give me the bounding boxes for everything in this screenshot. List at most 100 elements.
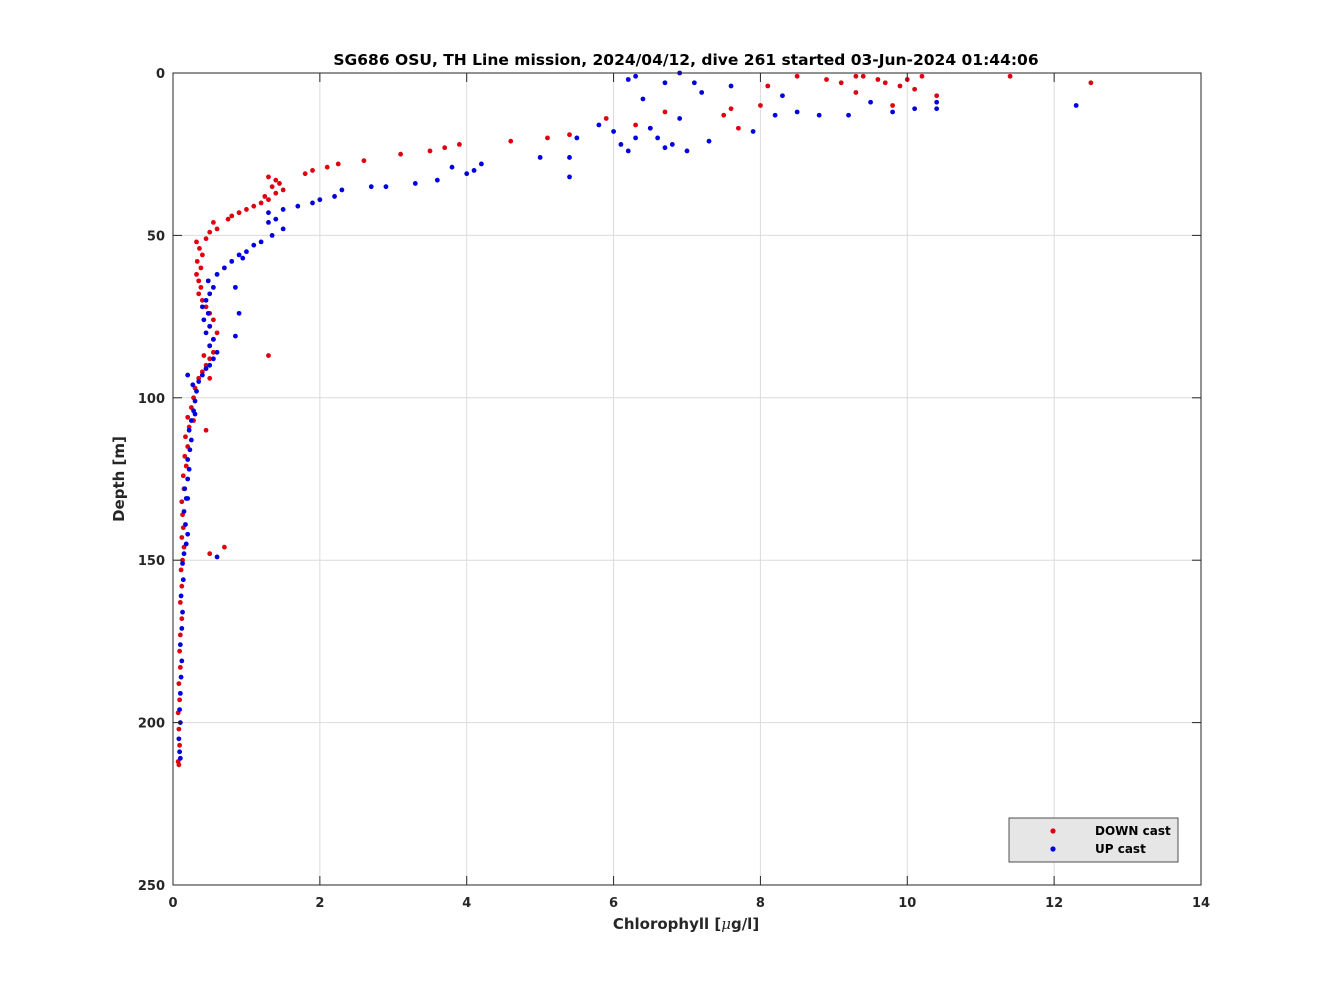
data-point — [1007, 73, 1013, 79]
data-point — [824, 77, 829, 82]
data-point — [236, 210, 242, 216]
data-point — [183, 463, 189, 469]
data-point — [934, 99, 940, 105]
x-axis-label: Chlorophyll [μg/l] — [613, 915, 759, 933]
data-point — [838, 80, 844, 86]
data-point — [199, 304, 205, 310]
data-point — [185, 372, 191, 378]
data-point — [188, 437, 194, 443]
data-point — [210, 336, 216, 342]
data-point — [860, 73, 866, 79]
data-point — [185, 496, 191, 501]
data-point — [203, 297, 209, 303]
data-point — [677, 116, 683, 121]
data-point — [236, 310, 242, 316]
data-point — [207, 356, 213, 362]
data-point — [266, 197, 271, 203]
y-tick-label: 150 — [138, 554, 165, 569]
data-point — [545, 135, 550, 141]
data-point — [765, 83, 771, 89]
data-point — [176, 681, 182, 687]
data-point — [794, 73, 800, 79]
data-point — [207, 323, 213, 329]
data-point — [633, 135, 638, 141]
data-point — [177, 632, 183, 638]
data-point — [179, 535, 185, 540]
data-point — [912, 86, 918, 92]
data-point — [266, 353, 271, 358]
data-point — [335, 161, 341, 167]
data-point — [269, 184, 275, 190]
data-point — [662, 80, 668, 86]
data-point — [180, 577, 186, 583]
data-point — [853, 90, 859, 95]
data-point — [183, 434, 188, 440]
data-point — [456, 142, 462, 147]
data-point — [269, 233, 275, 238]
data-point — [180, 609, 185, 615]
data-point — [625, 77, 631, 82]
data-point — [194, 271, 199, 277]
data-point — [244, 249, 249, 255]
data-point — [201, 317, 207, 323]
data-point — [187, 447, 193, 453]
data-point — [383, 184, 389, 190]
data-point — [183, 541, 189, 547]
data-point — [567, 174, 572, 180]
data-point — [185, 457, 191, 462]
y-axis-label: Depth [m] — [110, 436, 128, 522]
data-point — [177, 742, 183, 748]
data-point — [324, 164, 330, 170]
data-point — [633, 73, 638, 79]
data-point — [273, 177, 279, 183]
data-point — [178, 674, 184, 680]
data-point — [662, 109, 668, 115]
data-point — [912, 106, 918, 112]
data-point — [222, 544, 227, 550]
data-point — [229, 258, 235, 264]
data-point — [181, 509, 187, 514]
gridlines — [173, 73, 1201, 885]
data-point — [178, 567, 184, 573]
data-point — [214, 226, 220, 232]
data-point — [882, 80, 888, 86]
data-point — [229, 213, 235, 219]
data-point — [618, 142, 624, 147]
data-point — [207, 375, 213, 381]
data-point — [816, 112, 822, 118]
data-point — [203, 236, 209, 242]
data-point — [176, 726, 182, 732]
plot-area — [173, 73, 1201, 885]
data-point — [258, 239, 264, 245]
y-tick-label: 100 — [138, 392, 165, 407]
data-point — [846, 112, 851, 118]
data-point — [280, 226, 286, 232]
data-point — [302, 171, 308, 177]
data-point — [198, 284, 204, 290]
data-point — [179, 499, 185, 505]
data-point — [207, 551, 213, 557]
data-point — [177, 664, 183, 670]
data-point — [625, 148, 631, 154]
data-point — [177, 755, 183, 761]
x-axis-label-prefix: Chlorophyll [ — [613, 915, 721, 933]
data-point — [669, 142, 675, 147]
data-point — [449, 164, 455, 170]
data-point — [919, 73, 925, 79]
data-point — [198, 265, 204, 271]
data-point — [186, 427, 192, 433]
x-tick-label: 8 — [756, 896, 765, 911]
data-point — [640, 96, 646, 102]
data-point — [574, 135, 580, 141]
data-point — [196, 379, 202, 384]
data-point — [177, 749, 183, 755]
data-point — [196, 278, 202, 284]
data-point — [890, 103, 895, 108]
data-point — [853, 73, 859, 79]
data-point — [192, 411, 198, 417]
data-point — [332, 194, 337, 199]
data-point — [244, 207, 249, 212]
data-point — [251, 242, 257, 248]
data-point — [875, 77, 881, 82]
legend-marker-down-cast — [1050, 828, 1056, 834]
